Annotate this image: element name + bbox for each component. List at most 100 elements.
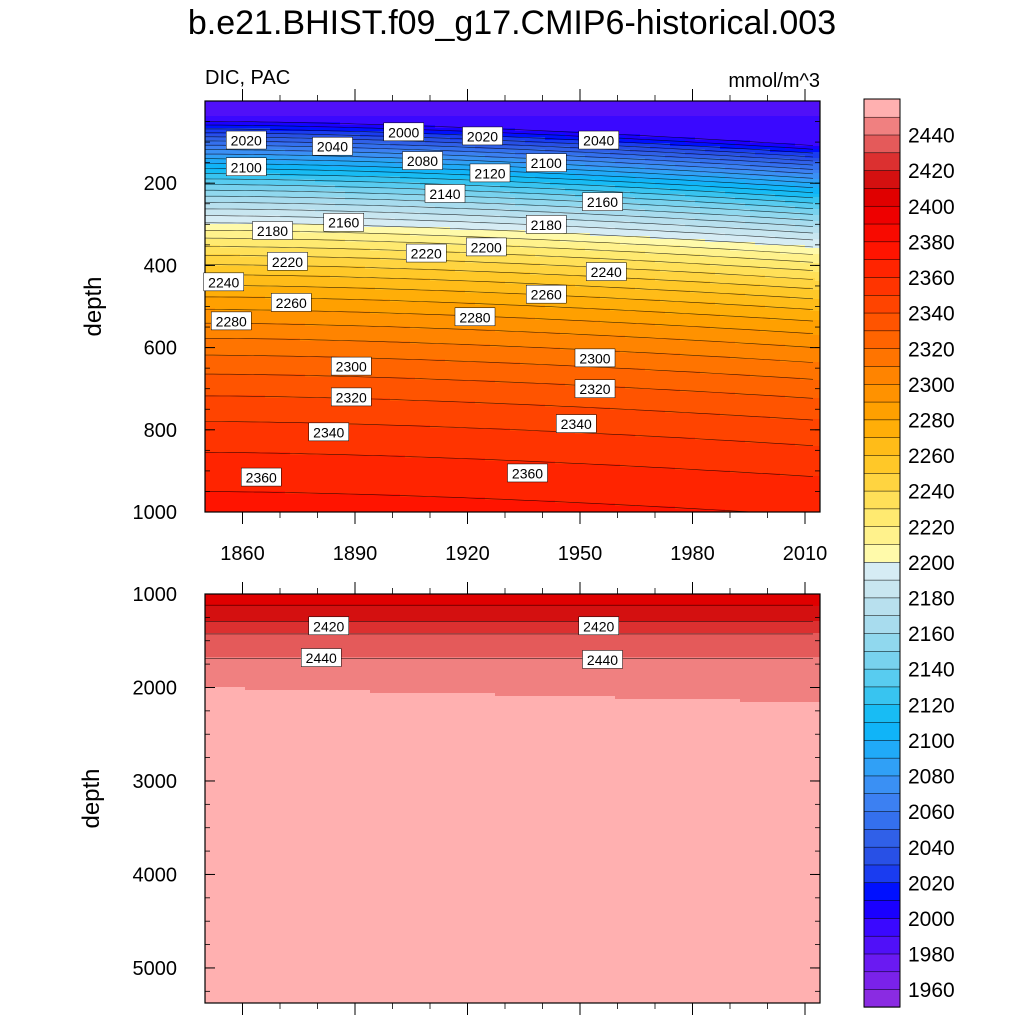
contour-cell [715, 272, 820, 276]
contour-line-2200 [205, 222, 814, 248]
contour-cell [205, 359, 446, 363]
contour-label: 2220 [272, 254, 303, 270]
contour-cell [205, 804, 820, 808]
contour-cell [205, 717, 820, 721]
contour-cell [420, 182, 551, 186]
contour-label-box [578, 130, 619, 150]
colorbar-swatch [863, 98, 901, 118]
colorbar-swatch [863, 116, 901, 136]
colorbar-swatch [863, 401, 901, 421]
contour-cell [205, 374, 306, 378]
contour-cell [560, 239, 706, 243]
contour-cell [205, 185, 336, 189]
contour-cell [205, 443, 796, 447]
contour-cell [590, 233, 726, 237]
colorbar-swatch [863, 615, 901, 634]
contour-cell [205, 612, 820, 616]
contour-cell [205, 768, 820, 772]
contour-cell [205, 452, 291, 456]
contour-cell [575, 284, 761, 288]
contour-label: 2100 [531, 155, 562, 171]
contour-line-2020 [205, 128, 814, 154]
colorbar-swatch [863, 437, 901, 456]
contour-cell [205, 594, 820, 598]
contour-cell [205, 212, 421, 216]
contour-cell [760, 329, 820, 333]
contour-line-2260 [205, 274, 814, 300]
contour-cell [205, 293, 536, 297]
contour-cell [205, 738, 820, 742]
contour-cell [720, 314, 820, 318]
contour-line-2330 [205, 373, 814, 399]
contour-cell [720, 158, 791, 162]
contour-cell [205, 810, 820, 814]
contour-cell [735, 143, 796, 147]
contour-cell [205, 449, 820, 453]
contour-cell [205, 603, 820, 607]
contour-cell [380, 257, 601, 261]
colorbar-tick-label: 2420 [908, 160, 955, 183]
contour-cell [675, 164, 751, 168]
contour-cell [205, 774, 820, 778]
contour-cell [205, 290, 466, 294]
contour-cell [550, 167, 646, 171]
colorbar-swatch [863, 330, 901, 349]
contour-cell [720, 146, 786, 150]
contour-cell [440, 242, 621, 246]
contour-cell [390, 131, 496, 135]
contour-cell [350, 356, 731, 360]
contour-cell [795, 443, 820, 447]
contour-cell [640, 203, 746, 207]
contour-label: 2020 [467, 128, 498, 144]
contour-cell [205, 437, 696, 441]
contour-line-2310 [205, 338, 814, 363]
contour-line-2300 [205, 322, 814, 348]
colorbar-swatch [863, 348, 901, 367]
contour-cell [205, 828, 820, 832]
contour-label-box [469, 163, 511, 183]
contour-cell [700, 170, 776, 174]
contour-label: 2160 [328, 215, 359, 231]
contour-cell [205, 642, 820, 646]
contour-cell [205, 690, 371, 694]
contour-cell [205, 873, 820, 877]
contour-cell [685, 194, 776, 198]
contour-cell [205, 305, 546, 309]
contour-label: 2140 [429, 186, 460, 202]
contour-cell [560, 347, 820, 351]
contour-cell [410, 233, 591, 237]
contour-cell [205, 909, 820, 913]
contour-cell [205, 296, 266, 300]
contour-cell [400, 152, 516, 156]
contour-lines [205, 604, 813, 659]
contour-cell [610, 407, 820, 411]
contour-cell [670, 143, 736, 147]
contour-cell [670, 230, 791, 234]
contour-cell [640, 215, 751, 219]
contour-label-box [271, 293, 312, 312]
contour-cell [205, 711, 820, 715]
contour-cell [395, 218, 571, 222]
contour-cell [740, 227, 820, 231]
contour-cell [205, 467, 676, 471]
contour-cell [410, 326, 711, 330]
contour-cell [205, 693, 496, 697]
colorbar-tick-label: 2380 [908, 231, 955, 254]
contour-cell [205, 885, 820, 889]
contour-cell [625, 386, 820, 390]
colorbar-swatch [863, 276, 901, 296]
y-tick-label: 1000 [133, 584, 178, 606]
contour-cell [205, 107, 820, 111]
contour-cell [655, 323, 820, 327]
contour-cell [300, 230, 526, 234]
contour-cell [205, 897, 820, 901]
contour-cell [205, 419, 820, 423]
y-tick-label: 400 [144, 255, 177, 277]
contour-cell [205, 759, 820, 763]
contour-label: 2320 [336, 389, 367, 405]
contour-label-box [578, 616, 619, 636]
contour-cell [705, 239, 820, 243]
x-tick-label: 2010 [783, 543, 828, 565]
contour-cell [205, 651, 820, 655]
contour-cell [680, 338, 820, 342]
